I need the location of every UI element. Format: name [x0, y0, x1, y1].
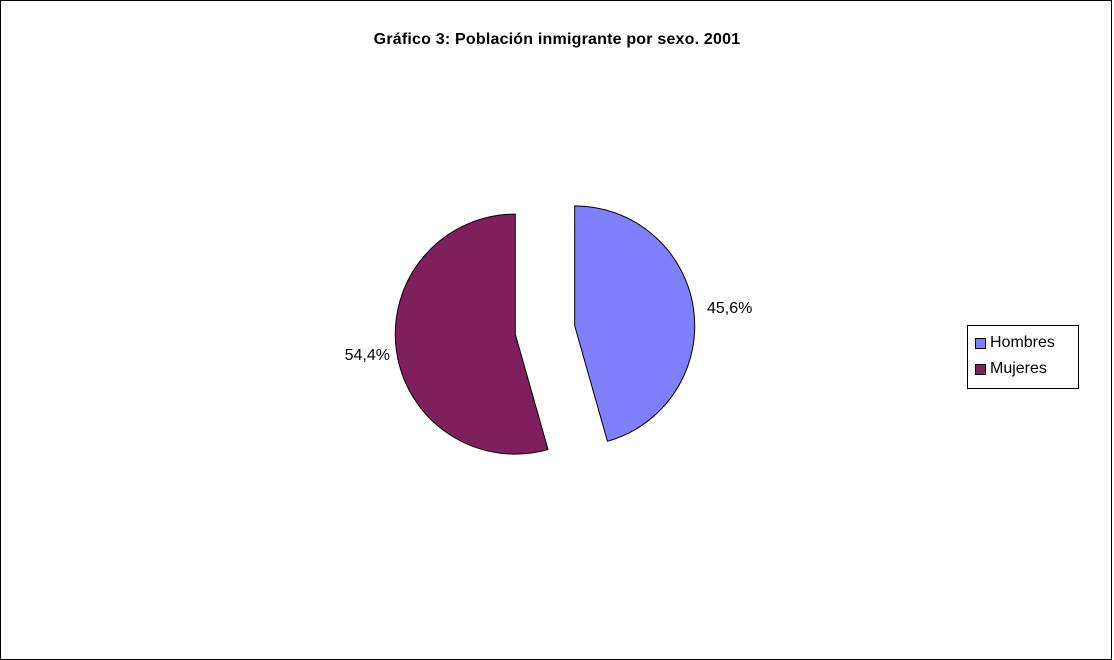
- legend-label-hombres: Hombres: [990, 334, 1055, 351]
- legend-item-mujeres: Mujeres: [975, 356, 1078, 382]
- legend-swatch-hombres: [975, 337, 986, 349]
- legend: Hombres Mujeres: [967, 325, 1079, 389]
- pie-slice-hombres: [574, 205, 696, 442]
- legend-item-hombres: Hombres: [975, 330, 1078, 356]
- legend-swatch-mujeres: [975, 363, 986, 375]
- pie-slice-mujeres: [394, 213, 549, 455]
- legend-label-mujeres: Mujeres: [990, 360, 1047, 377]
- data-label-hombres: 45,6%: [707, 300, 752, 317]
- chart-title: Gráfico 3: Población inmigrante por sexo…: [373, 31, 741, 48]
- data-label-mujeres: 54,4%: [345, 347, 390, 364]
